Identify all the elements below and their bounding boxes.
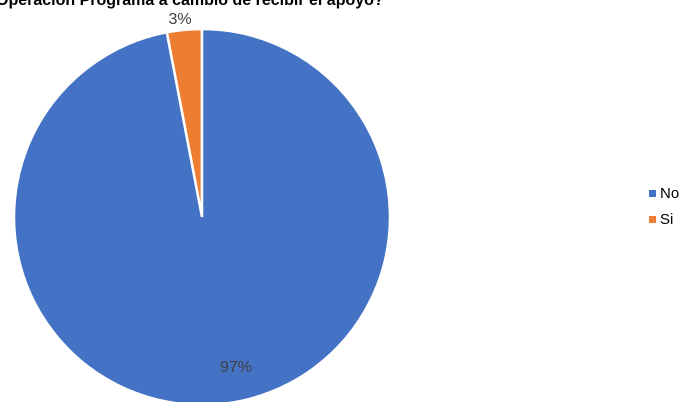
chart-legend: No Si <box>649 180 679 232</box>
data-label-no: 97% <box>220 359 252 376</box>
legend-swatch-si <box>649 215 656 223</box>
legend-swatch-no <box>649 189 656 197</box>
legend-label-no: No <box>660 184 680 202</box>
pie-slice-no <box>12 27 392 402</box>
legend-label-si: Si <box>660 210 674 228</box>
legend-item-si: Si <box>649 206 679 232</box>
chart-title: Operación Programa a cambio de recibir e… <box>0 0 384 9</box>
data-label-si: 3% <box>168 11 191 28</box>
legend-item-no: No <box>649 180 679 206</box>
